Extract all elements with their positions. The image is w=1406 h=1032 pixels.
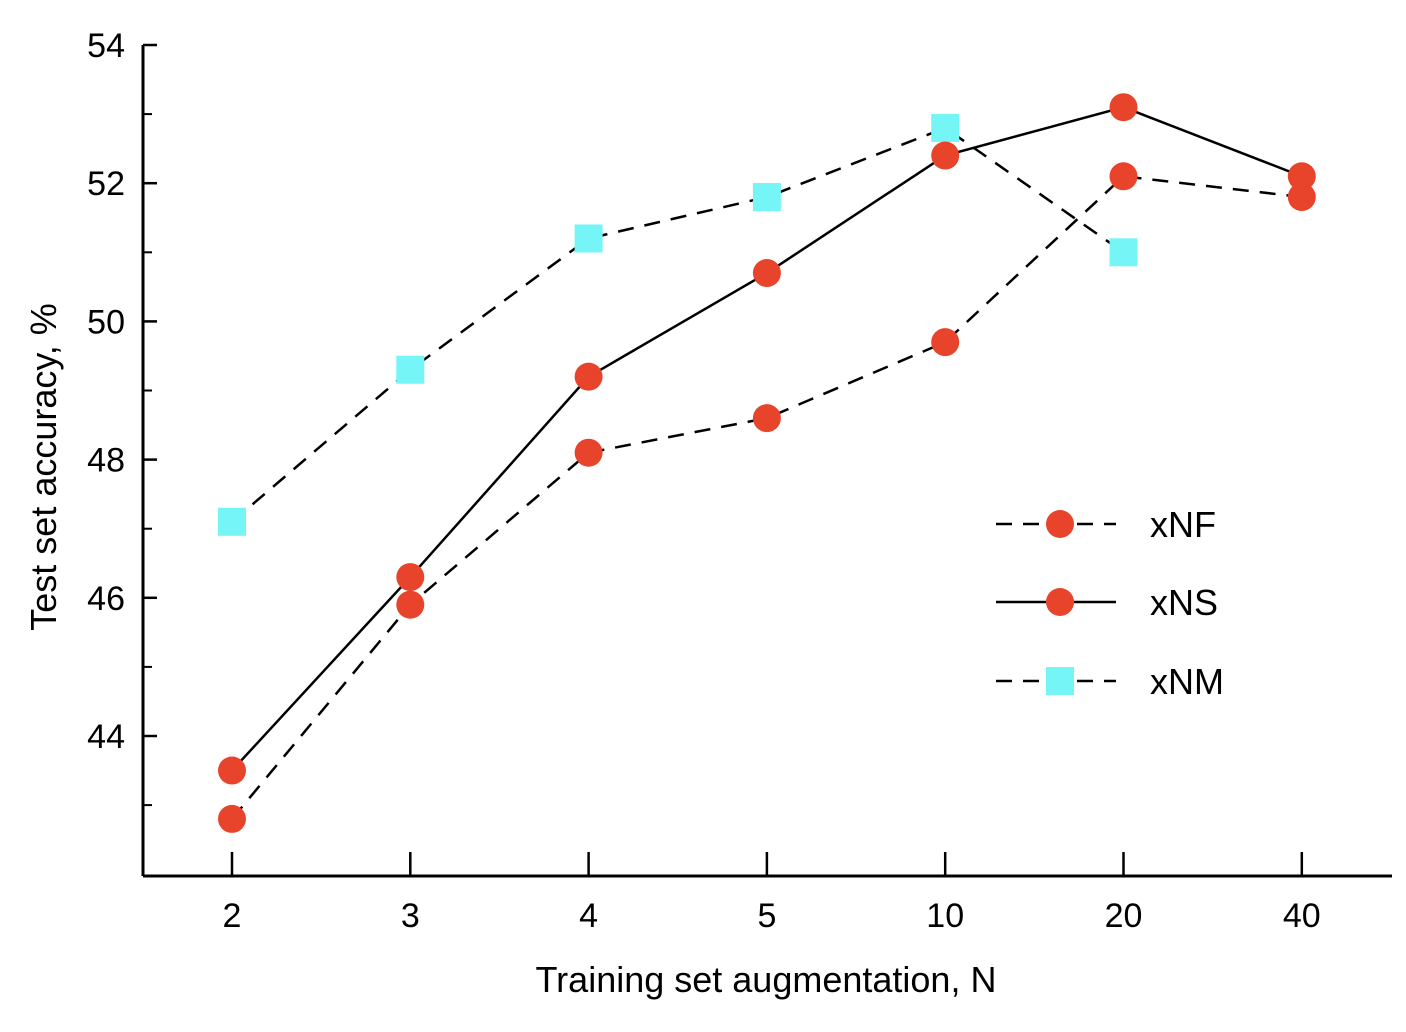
data-point-xNM-4: [574, 224, 603, 253]
y-tick-label: 46: [87, 580, 125, 618]
data-point-xNS-4: [574, 362, 603, 391]
y-tick-label: 50: [87, 303, 125, 341]
x-tick-label: 10: [926, 897, 964, 935]
data-point-xNM-2: [218, 507, 246, 536]
data-point-xNF-10: [931, 328, 960, 357]
x-tick-label: 5: [757, 897, 776, 935]
y-tick-label: 54: [87, 27, 125, 65]
series-lines: [231, 105, 1303, 820]
data-point-xNS-20: [1109, 93, 1138, 122]
legend-marker-xNM: [1046, 667, 1074, 695]
data-point-xNS-5: [752, 259, 781, 288]
legend: xNF xNS xNM: [996, 504, 1224, 702]
data-point-xNS-3: [396, 563, 425, 592]
data-point-xNF-20: [1109, 162, 1138, 191]
data-point-xNM-10: [931, 113, 960, 142]
data-point-xNM-3: [396, 355, 425, 384]
x-tick-label: 2: [223, 897, 242, 935]
x-tick-label: 3: [401, 897, 420, 935]
legend-marker-xNF: [1046, 510, 1074, 538]
x-axis-title: Training set augmentation, N: [536, 959, 997, 1000]
y-tick-label: 52: [87, 165, 125, 203]
series-markers: [218, 93, 1316, 833]
data-point-xNF-4: [574, 438, 603, 467]
data-point-xNS-40: [1287, 162, 1316, 191]
legend-label-xNF: xNF: [1150, 504, 1216, 545]
x-tick-label: 4: [579, 897, 598, 935]
data-point-xNM-5: [752, 183, 781, 212]
data-point-xNM-20: [1109, 238, 1138, 267]
x-tick-label: 20: [1105, 897, 1143, 935]
y-tick-label: 44: [87, 718, 125, 756]
data-point-xNS-2: [218, 756, 246, 785]
y-axis-title: Test set accuracy, %: [23, 303, 64, 630]
data-point-xNF-5: [752, 404, 781, 433]
axes: 44 46 48 50 52 54 2 3 4 5 10 20 40: [87, 27, 1392, 935]
data-point-xNF-40: [1287, 183, 1316, 212]
x-tick-label: 40: [1283, 897, 1321, 935]
data-point-xNF-3: [396, 590, 425, 619]
legend-marker-xNS: [1046, 588, 1074, 616]
y-tick-label: 48: [87, 442, 125, 480]
legend-label-xNS: xNS: [1150, 582, 1218, 623]
series-line-xNM: [231, 126, 1125, 523]
data-point-xNF-2: [218, 804, 246, 833]
legend-label-xNM: xNM: [1150, 661, 1224, 702]
data-point-xNS-10: [931, 141, 960, 170]
